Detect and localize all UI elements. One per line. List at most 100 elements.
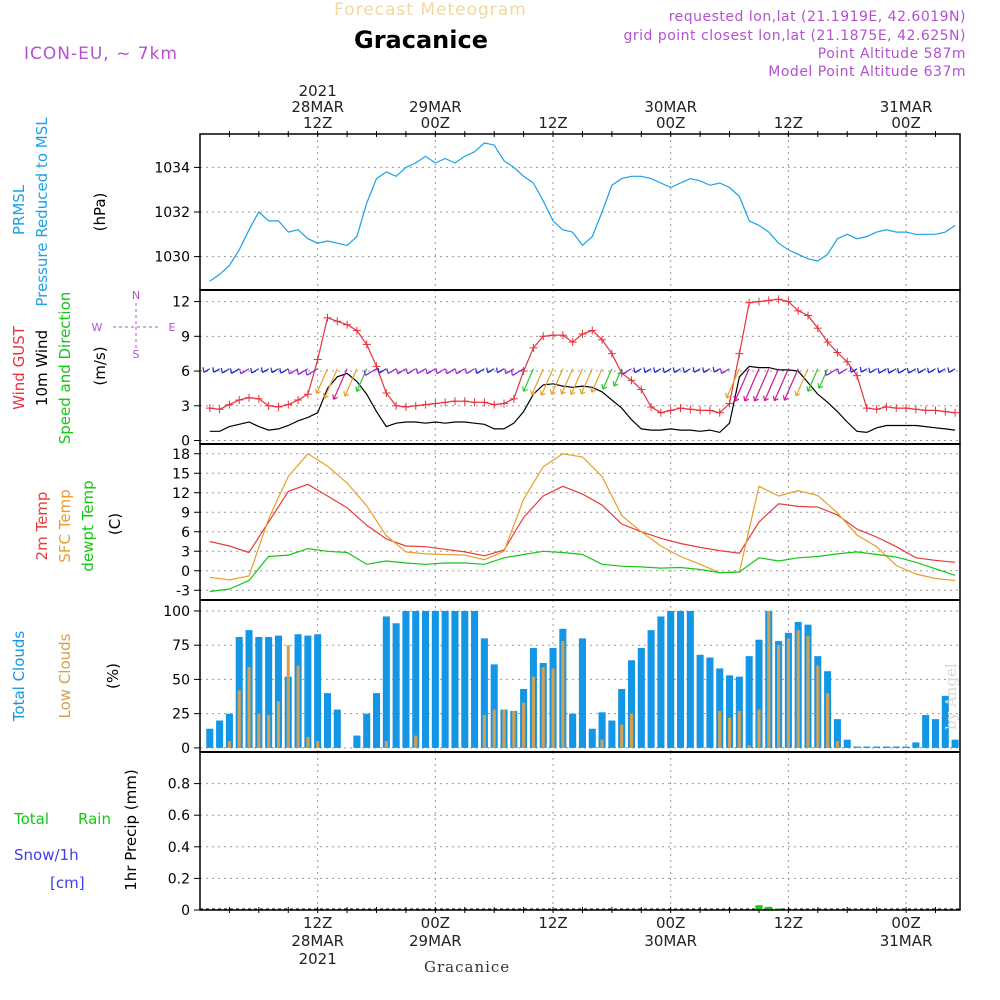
total-cloud-bar [422,610,430,748]
total-cloud-bar [931,719,940,748]
total-cloud-bar [627,660,636,748]
wind-arrow-head [906,368,910,374]
wind-direction-arrow [333,368,348,400]
wind-arrow-head [672,367,675,373]
low-cloud-bar [502,709,506,748]
label-wind-gust: Wind GUST [10,325,28,410]
wind-arrow-head [888,370,894,374]
bottom-time-label: 31MAR [880,932,933,950]
wind-arrow-head [591,389,597,393]
low-cloud-bar [531,676,535,748]
total-cloud-bar [716,668,724,748]
wind-arrow-head [510,370,514,376]
low-cloud-bar [835,741,839,748]
low-cloud-bar [306,736,310,748]
total-cloud-bar [471,610,479,748]
wind-direction-arrow [613,368,623,387]
panel-0: 1030 1032 1034 [154,134,960,290]
wind-arrow-head [260,367,264,373]
wind-direction-arrow [744,368,760,402]
total-cloud-bar [922,715,930,748]
wind-arrow-head [203,369,209,373]
wind-arrow-head [504,368,507,374]
total-cloud-bar [863,746,871,748]
wind-arrow-head [916,367,920,374]
wind-arrow-head [435,368,438,374]
wind-arrow-head [753,395,756,402]
label-hpa: (hPa) [91,193,109,232]
wind-arrow-head [466,370,471,375]
wind-arrow-head [365,372,370,376]
wind-arrow-head [231,370,236,374]
wind-arrow-head [654,369,659,373]
y-tick-label: 6 [181,364,190,380]
wind-arrow-head [774,398,779,402]
low-cloud-bar [492,709,496,748]
low-cloud-bar [777,645,781,748]
y-tick-label: 0 [181,741,190,757]
wind-arrow-head [613,383,619,387]
wind-arrow-head [643,367,646,373]
wind-arrow-head [377,367,380,374]
wind-arrow-head [702,367,705,373]
wind-arrow-head [531,392,537,396]
total-cloud-bar [402,610,410,748]
total-cloud-bar [274,635,282,748]
wind-arrow-head [612,380,615,387]
low-cloud-bar [414,735,418,748]
wind-arrow-head [620,368,624,375]
total-cloud-bar [618,689,626,748]
wind-arrow-head [279,368,282,374]
wind-arrow-head [541,392,546,396]
top-time-label: 00Z [421,114,450,132]
total-cloud-bar [392,623,400,748]
total-cloud-bar [323,693,332,748]
wind-arrow-head [693,369,699,373]
wind-arrow-head [456,371,461,375]
wind-arrow-head [296,369,299,375]
wind-arrow-head [343,391,346,397]
wind-arrow-head [324,395,329,399]
y-tick-label: 15 [172,466,190,482]
wind-arrow-head [644,369,650,373]
low-cloud-bar [737,710,741,748]
wind-arrow-head [938,370,944,374]
y-tick-label: 18 [172,447,190,463]
total-cloud-bar [667,610,675,748]
y-tick-label: 6 [181,525,190,541]
low-cloud-bar [747,745,751,748]
wind-arrow-head [378,370,384,374]
wind-arrow-head [262,369,267,373]
wind-arrow-head [743,395,746,402]
total-cloud-bar [637,647,645,748]
wind-arrow-head [355,386,358,392]
wind-arrow-head [239,368,242,374]
total-cloud-bar [490,664,498,748]
label-2m-temp: 2m Temp [33,492,51,561]
y-tick-label: 0.6 [168,808,190,824]
wind-arrow-head [550,389,553,395]
wind-arrow-head [726,395,731,399]
wind-arrow-head [898,370,903,374]
wind-arrow-head [806,386,809,392]
low-cloud-bar [786,638,790,748]
wind-direction-arrow [591,368,603,393]
wind-arrow-head [602,386,608,390]
wind-direction-arrow [344,368,358,397]
total-cloud-bar [647,630,655,748]
wind-arrow-head [674,369,679,373]
wind-arrow-head [386,368,389,374]
top-time-label: 31MAR [880,98,933,116]
total-cloud-bar [255,636,263,748]
total-cloud-bar [843,739,851,748]
point-altitude: Point Altitude 587m [817,46,966,62]
total-cloud-bar [265,636,273,748]
total-cloud-bar [372,693,381,748]
low-cloud-bar [806,635,810,748]
wind-arrow-head [734,398,740,402]
wind-arrow-head [229,368,233,374]
low-cloud-bar [796,630,800,748]
label-rain: Rain [78,810,111,828]
bottom-time-label: 29MAR [409,932,462,950]
wind-arrow-head [838,371,844,375]
